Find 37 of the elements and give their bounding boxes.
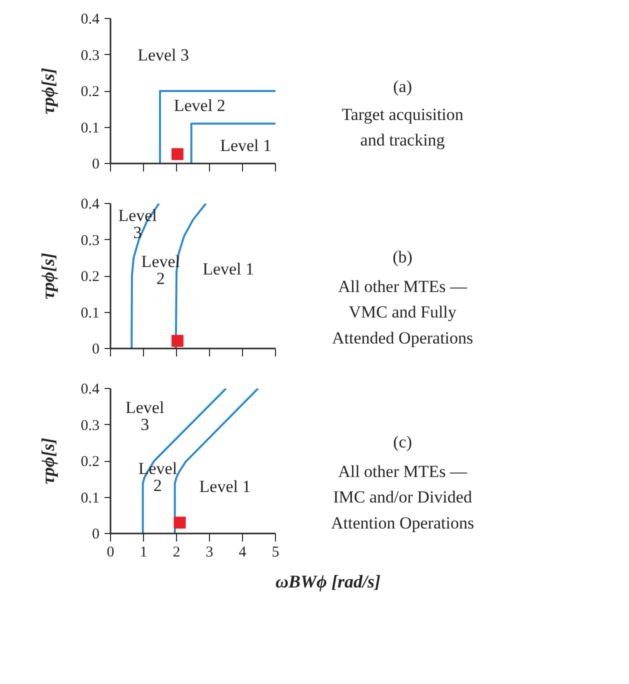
- y-tick-label: 0.3: [80, 232, 100, 249]
- y-tick-label: 0: [92, 156, 100, 172]
- text: All other MTEs — VMC and Fully Attended Operations: [332, 277, 474, 348]
- annotation: Level 3: [138, 45, 190, 64]
- x-axis-title: ωBWϕ [rad/s]: [276, 572, 380, 592]
- y-tick-label: 0.1: [80, 305, 100, 322]
- text: (a): [393, 77, 412, 96]
- y-axis-title: τpϕ[s]: [38, 252, 58, 300]
- y-tick-label: 0.3: [80, 48, 100, 64]
- y-tick-label: 0: [92, 526, 100, 542]
- y-tick-label: 0.2: [80, 269, 100, 285]
- x-tick-label: 2: [172, 544, 180, 560]
- y-tick-label: 0.4: [80, 12, 100, 28]
- y-tick-label: 0.3: [80, 418, 100, 434]
- text: Target acquisition and tracking: [342, 104, 464, 150]
- y-tick-label: 0.4: [80, 382, 100, 398]
- text: (c): [393, 432, 412, 452]
- y-axis-title: τpϕ[s]: [38, 438, 58, 484]
- annotation: Level 1: [202, 259, 254, 278]
- annotation: Level 2: [174, 96, 226, 115]
- y-tick-label: 0.1: [80, 120, 100, 136]
- x-tick-label: 3: [206, 544, 214, 560]
- x-tick-label: 4: [238, 544, 247, 560]
- y-tick-label: 0.2: [80, 454, 100, 470]
- y-tick-label: 0.4: [80, 196, 100, 212]
- y-tick-label: 0: [92, 342, 100, 358]
- x-tick-label: 0: [106, 544, 114, 560]
- annotation: Level 1: [220, 136, 272, 155]
- y-tick-label: 0.1: [80, 490, 100, 506]
- y-axis-title: τpϕ[s]: [38, 68, 58, 114]
- annotation: Level 1: [199, 476, 251, 496]
- text: (b): [392, 248, 412, 267]
- x-tick-label: 1: [140, 544, 148, 560]
- y-tick-label: 0.2: [80, 84, 100, 100]
- x-tick-label: 5: [272, 544, 280, 560]
- annotation: Level 3: [125, 398, 164, 434]
- text: All other MTEs — IMC and/or Divided Attention Operations: [331, 462, 474, 532]
